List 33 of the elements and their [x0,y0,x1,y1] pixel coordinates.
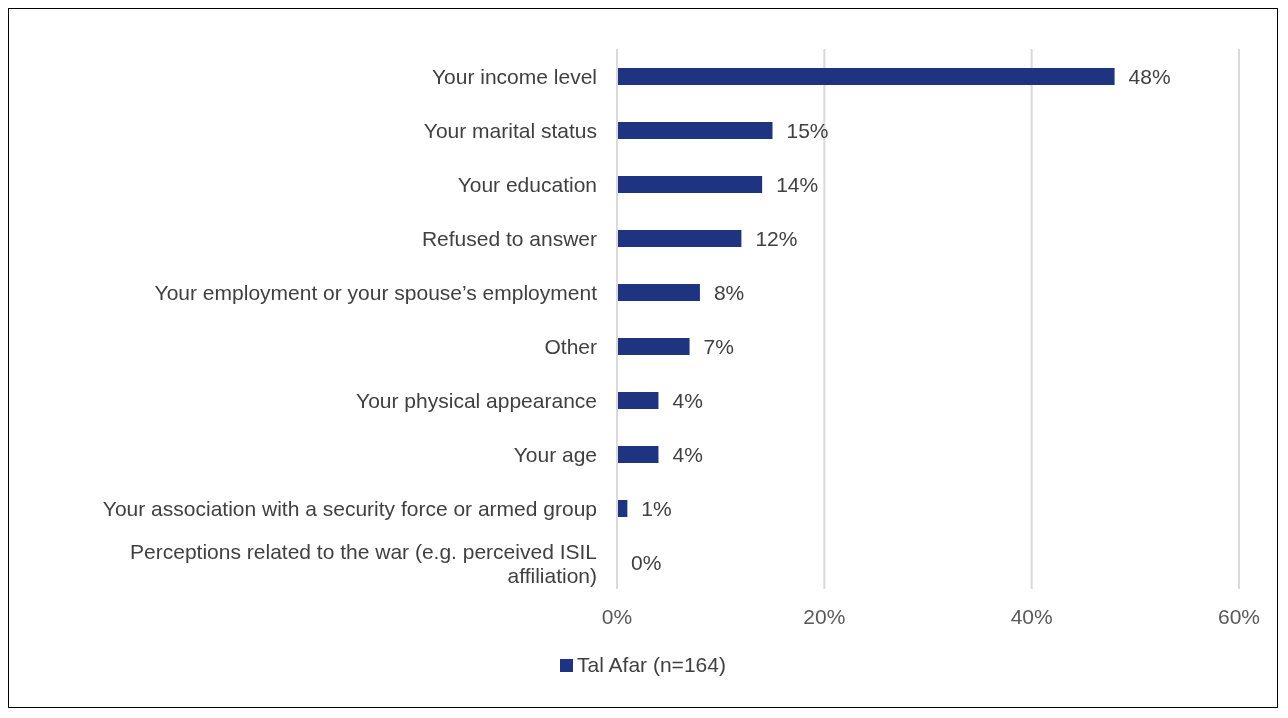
y-tick-label: Your education [457,172,597,196]
y-tick-label: Your income level [432,64,597,88]
y-tick-label: Your association with a security force or armed group [102,496,597,520]
y-tick-label: Refused to answer [421,226,597,250]
bar [617,446,659,463]
bar [617,68,1115,85]
data-label: 7% [703,334,734,358]
data-label: 15% [786,118,829,142]
x-tick-label: 40% [1010,604,1053,628]
bar [617,122,773,139]
data-label: 8% [713,280,745,304]
bar [617,230,742,247]
x-tick-label: 60% [1217,604,1261,628]
data-label: 48% [1128,64,1171,88]
y-tick-label: Your employment or your spouse’s employment [154,280,598,304]
bar [617,176,763,193]
bar [617,392,659,409]
x-tick-label: 20% [803,604,846,628]
data-label: 1% [641,496,672,520]
data-label: 4% [672,442,703,466]
bar [617,284,700,301]
y-tick-label: Other [544,334,597,358]
y-tick-label: Your physical appearance [356,388,597,412]
y-tick-label: Your marital status [423,118,597,142]
data-label: 0% [631,550,662,574]
data-label: 14% [776,172,819,196]
y-tick-label: Your age [513,442,597,466]
data-label: 4% [672,388,703,412]
data-label: 12% [755,226,798,250]
y-tick-label: Perceptions related to the war (e.g. perceived ISIL affiliation) [130,539,597,587]
legend-label: Tal Afar (n=164) [576,653,726,677]
x-tick-label: 0% [601,604,633,628]
bar [617,338,690,355]
